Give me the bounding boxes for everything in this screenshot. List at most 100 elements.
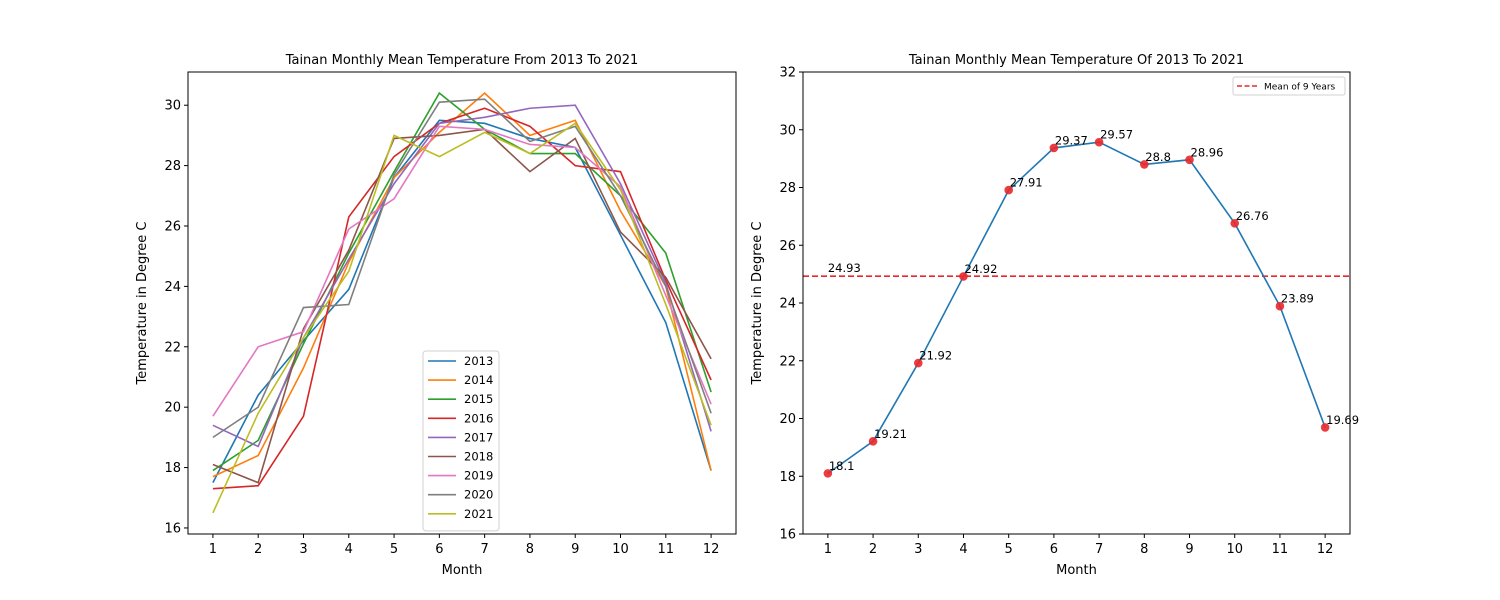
x-tick-label: 3 xyxy=(914,542,922,557)
left-chart-axes-frame xyxy=(187,71,737,535)
legend-entry: Mean of 9 Years xyxy=(1264,83,1336,93)
data-point xyxy=(1230,219,1240,228)
data-label: 21.92 xyxy=(919,349,952,363)
data-label: 27.91 xyxy=(1010,176,1043,190)
legend-entry: 2015 xyxy=(464,392,493,406)
legend-entry: 2019 xyxy=(464,469,493,483)
mean-value-label: 24.93 xyxy=(828,261,861,275)
x-tick-label: 2 xyxy=(869,542,877,557)
y-tick-label: 28 xyxy=(164,159,181,174)
left-chart-title: Tainan Monthly Mean Temperature From 201… xyxy=(285,53,639,68)
x-tick-label: 1 xyxy=(209,542,217,557)
right-chart-y-axis-label: Temperature in Degree C xyxy=(750,222,765,386)
y-tick-label: 24 xyxy=(779,297,796,312)
legend-entry: 2017 xyxy=(464,430,493,444)
y-tick-label: 20 xyxy=(164,401,181,416)
left-chart-x-axis-label: Month xyxy=(442,563,483,578)
x-tick-label: 10 xyxy=(612,542,629,557)
right-chart-marks: 24.93 18.1 19.21 21.92 24.92 27.91 29.37 29.57 2… xyxy=(803,128,1359,478)
data-point xyxy=(1094,137,1104,147)
legend-entry: 2018 xyxy=(464,450,493,464)
x-tick-label: 11 xyxy=(658,542,675,557)
x-tick-label: 12 xyxy=(1317,542,1334,557)
data-point xyxy=(1049,143,1059,153)
legend-entry: 2016 xyxy=(464,411,493,425)
right-chart: Tainan Monthly Mean Temperature Of 2013 … xyxy=(750,53,1359,578)
data-point xyxy=(1275,301,1285,311)
data-point xyxy=(959,272,968,281)
left-chart-legend: 2013 2014 2015 2016 2017 2018 2019 2020 2021 xyxy=(422,350,500,532)
data-point xyxy=(823,469,833,478)
legend-box xyxy=(1232,76,1346,96)
data-label: 19.69 xyxy=(1326,413,1359,427)
x-tick-label: 5 xyxy=(390,542,398,557)
right-chart-x-axis-label: Month xyxy=(1056,563,1097,578)
x-tick-label: 9 xyxy=(571,542,579,557)
series-line-2019 xyxy=(212,125,712,417)
y-tick-label: 32 xyxy=(779,66,796,81)
y-tick-label: 26 xyxy=(164,220,181,235)
legend-entry: 2021 xyxy=(464,507,493,521)
x-tick-label: 7 xyxy=(1095,542,1103,557)
x-tick-label: 12 xyxy=(703,542,720,557)
left-chart-series-lines xyxy=(212,91,712,514)
y-tick-label: 22 xyxy=(164,340,181,355)
x-tick-label: 3 xyxy=(299,542,307,557)
data-label: 28.96 xyxy=(1191,145,1224,159)
data-label: 28.8 xyxy=(1145,150,1171,164)
x-tick-label: 6 xyxy=(1050,542,1058,557)
series-line-2014 xyxy=(212,92,712,478)
y-tick-label: 30 xyxy=(779,123,796,138)
data-label: 19.21 xyxy=(874,427,907,441)
y-tick-label: 20 xyxy=(779,412,796,427)
mean-temperature-line xyxy=(827,141,1326,475)
data-point xyxy=(913,358,923,368)
x-tick-label: 5 xyxy=(1005,542,1013,557)
data-point xyxy=(1140,160,1149,169)
data-label: 18.1 xyxy=(829,459,855,473)
x-tick-label: 7 xyxy=(481,542,489,557)
y-tick-label: 24 xyxy=(164,280,181,295)
y-tick-label: 16 xyxy=(164,521,181,536)
left-chart-y-axis-label: Temperature in Degree C xyxy=(135,222,150,386)
x-tick-label: 8 xyxy=(1140,542,1148,557)
y-tick-label: 18 xyxy=(164,461,181,476)
y-tick-label: 30 xyxy=(164,99,181,114)
y-tick-label: 28 xyxy=(779,181,796,196)
right-chart-title: Tainan Monthly Mean Temperature Of 2013 … xyxy=(908,53,1244,68)
right-chart-legend: Mean of 9 Years xyxy=(1232,76,1346,96)
legend-entry: 2020 xyxy=(464,488,493,502)
x-tick-label: 10 xyxy=(1226,542,1243,557)
x-tick-label: 4 xyxy=(959,542,967,557)
data-label: 23.89 xyxy=(1281,292,1314,306)
legend-box xyxy=(422,350,500,532)
x-tick-label: 11 xyxy=(1272,542,1289,557)
data-label: 29.57 xyxy=(1100,128,1133,142)
series-line-2021 xyxy=(212,122,712,514)
legend-entry: 2014 xyxy=(464,373,493,387)
data-label: 24.92 xyxy=(964,262,997,276)
data-point xyxy=(1185,155,1194,165)
legend-entry: 2013 xyxy=(464,354,493,368)
x-tick-label: 2 xyxy=(254,542,262,557)
data-point xyxy=(868,437,878,446)
y-tick-label: 22 xyxy=(779,354,796,369)
series-line-2018 xyxy=(212,128,712,484)
data-label: 26.76 xyxy=(1236,209,1269,223)
x-tick-label: 4 xyxy=(345,542,353,557)
x-tick-label: 6 xyxy=(435,542,443,557)
series-line-2016 xyxy=(212,107,712,490)
data-point xyxy=(1320,423,1330,432)
x-tick-label: 8 xyxy=(526,542,534,557)
right-chart-axes-frame xyxy=(802,71,1351,535)
x-tick-label: 1 xyxy=(824,542,832,557)
x-tick-label: 9 xyxy=(1185,542,1193,557)
left-chart: Tainan Monthly Mean Temperature From 201… xyxy=(135,53,737,578)
y-tick-label: 16 xyxy=(779,528,796,543)
data-point xyxy=(1004,185,1013,195)
y-tick-label: 18 xyxy=(779,470,796,485)
data-label: 29.37 xyxy=(1055,133,1088,147)
